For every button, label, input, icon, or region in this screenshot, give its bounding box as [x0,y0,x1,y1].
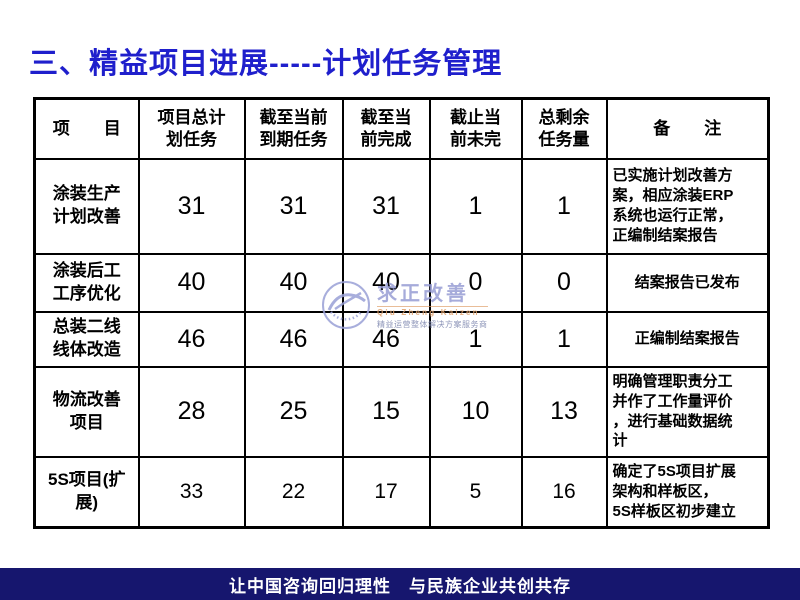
uncompleted-value: 1 [428,310,523,368]
remark-text: 结案报告已发布 [605,252,770,313]
planned-total-value: 40 [137,252,246,313]
remaining-value: 16 [520,455,608,529]
uncompleted-value: 1 [428,157,523,255]
completed-value: 31 [341,157,431,255]
remaining-value: 0 [520,252,608,313]
remaining-value: 1 [520,157,608,255]
completed-value: 40 [341,252,431,313]
completed-value: 15 [341,365,431,458]
planned-total-value: 46 [137,310,246,368]
planned-total-value: 28 [137,365,246,458]
column-header-due-to-date: 截至当前 到期任务 [243,97,344,160]
due-to-date-value: 31 [243,157,344,255]
table-row: 涂装生产 计划改善 31 31 31 1 1 已实施计划改善方 案，相应涂装ER… [33,157,770,255]
due-to-date-value: 46 [243,310,344,368]
task-table: 项 目 项目总计 划任务 截至当前 到期任务 截至当 前完成 截止当 前未完 总… [33,97,770,529]
due-to-date-value: 40 [243,252,344,313]
footer-slogan: 让中国咨询回归理性 与民族企业共创共存 [229,576,571,596]
project-name: 物流改善 项目 [33,365,140,458]
table-row: 总装二线 线体改造 46 46 46 1 1 正编制结案报告 [33,310,770,368]
column-header-remaining: 总剩余 任务量 [520,97,608,160]
remark-text: 明确管理职责分工 并作了工作量评价 ，进行基础数据统 计 [605,365,770,458]
footer-bar: 让中国咨询回归理性 与民族企业共创共存 [0,568,800,600]
planned-total-value: 33 [137,455,246,529]
table-row: 物流改善 项目 28 25 15 10 13 明确管理职责分工 并作了工作量评价… [33,365,770,458]
column-header-item: 项 目 [33,97,140,160]
table-row: 5S项目(扩 展) 33 22 17 5 16 确定了5S项目扩展 架构和样板区… [33,455,770,529]
page-title: 三、精益项目进展-----计划任务管理 [29,48,503,80]
table-row: 涂装后工 工序优化 40 40 40 0 0 结案报告已发布 [33,252,770,313]
remaining-value: 1 [520,310,608,368]
remark-text: 已实施计划改善方 案，相应涂装ERP 系统也运行正常， 正编制结案报告 [605,157,770,255]
uncompleted-value: 5 [428,455,523,529]
column-header-remark: 备 注 [605,97,770,160]
remaining-value: 13 [520,365,608,458]
column-header-planned-total: 项目总计 划任务 [137,97,246,160]
table-header-row: 项 目 项目总计 划任务 截至当前 到期任务 截至当 前完成 截止当 前未完 总… [33,97,770,160]
remark-text: 正编制结案报告 [605,310,770,368]
planned-total-value: 31 [137,157,246,255]
uncompleted-value: 10 [428,365,523,458]
due-to-date-value: 22 [243,455,344,529]
project-name: 总装二线 线体改造 [33,310,140,368]
column-header-uncompleted: 截止当 前未完 [428,97,523,160]
project-name: 5S项目(扩 展) [33,455,140,529]
completed-value: 46 [341,310,431,368]
column-header-completed: 截至当 前完成 [341,97,431,160]
completed-value: 17 [341,455,431,529]
project-name: 涂装生产 计划改善 [33,157,140,255]
uncompleted-value: 0 [428,252,523,313]
remark-text: 确定了5S项目扩展 架构和样板区， 5S样板区初步建立 [605,455,770,529]
due-to-date-value: 25 [243,365,344,458]
project-name: 涂装后工 工序优化 [33,252,140,313]
